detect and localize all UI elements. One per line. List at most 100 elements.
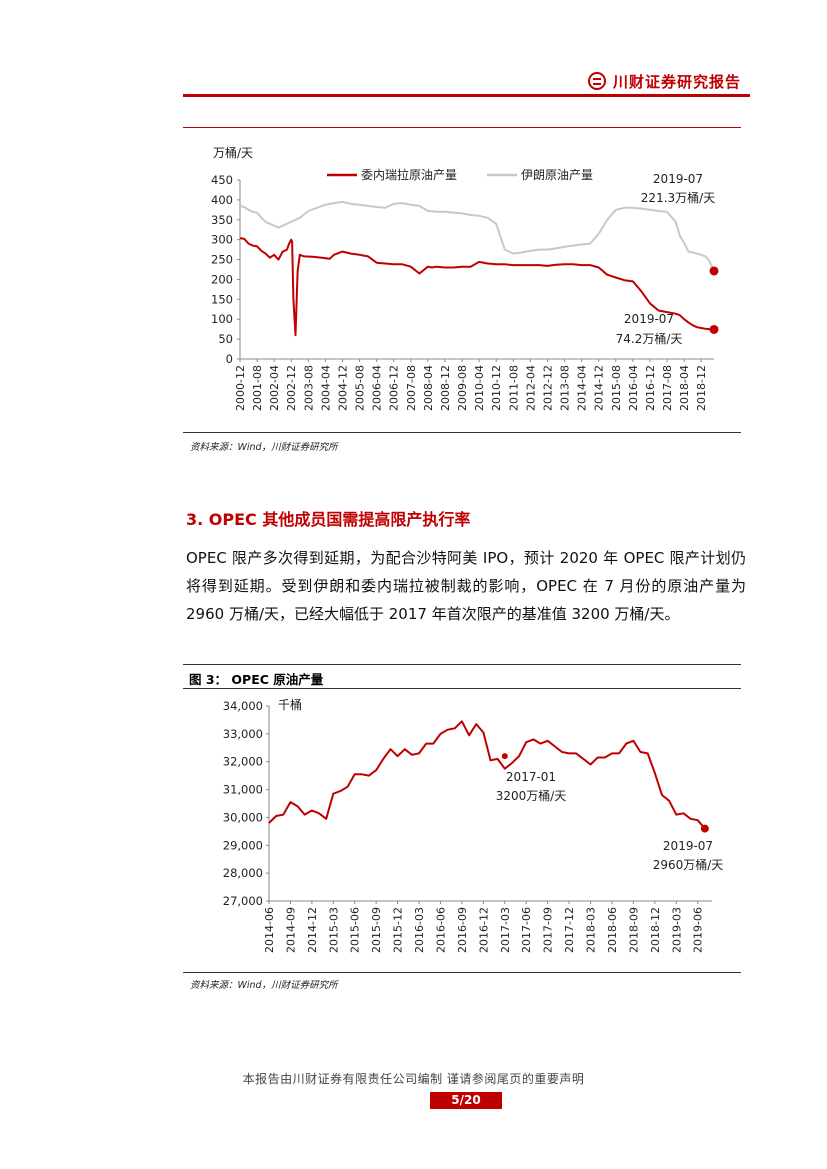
- chart1-venezuela-iran-production: 0 50 100 150 200 250 300 350 400 450 万桶/天 2000-12 20…: [211, 145, 719, 411]
- chart1-series-iran: [239, 200, 715, 272]
- chart1-x-tick-label: 2014-12: [593, 365, 606, 411]
- chart2-x-tick-label: 2015-12: [392, 907, 405, 953]
- chart2-source: 资料来源：Wind，川财证券研究所: [190, 980, 338, 991]
- chart2-y-tick-label: 31,000: [223, 783, 263, 797]
- page-number: 5/20: [430, 1092, 502, 1109]
- chart2-x-tick-label: 2017-03: [499, 907, 512, 953]
- chart1-x-tick-label: 2008-12: [439, 365, 452, 411]
- chart1-x-tick-label: 2016-04: [627, 365, 640, 411]
- chart1-series-venezuela: [239, 237, 715, 337]
- chart1-annotation-venezuela-date: 2019-07: [624, 312, 674, 326]
- chart1-y-tick-label: 100: [211, 312, 233, 326]
- chart1-x-tick-label: 2012-12: [541, 365, 554, 411]
- chart1-x-tick-label: 2017-08: [661, 365, 674, 411]
- header-divider: [183, 94, 750, 97]
- chart2-y-tick-label: 27,000: [223, 894, 263, 908]
- chart1-x-tick-label: 2016-12: [644, 365, 657, 411]
- chart1-annotation-venezuela-value: 74.2万桶/天: [616, 331, 683, 346]
- chart1-y-tick-label: 150: [211, 292, 233, 306]
- chart2-top-rule: [183, 664, 741, 665]
- section-title: 3. OPEC 其他成员国需提高限产执行率: [186, 510, 471, 529]
- chart2-x-tick-label: 2014-06: [263, 907, 276, 953]
- chart1-y-tick-label: 0: [226, 352, 233, 366]
- chart1-bottom-rule: [183, 432, 741, 433]
- chart2-x-tick-label: 2015-03: [327, 907, 340, 953]
- brand-header: 川财证券研究报告: [588, 70, 741, 92]
- chart2-y-tick-label: 34,000: [223, 699, 263, 713]
- chart2-x-tick-label: 2015-09: [370, 907, 383, 953]
- chart2-figure-title: 图 3： OPEC 原油产量: [189, 672, 324, 687]
- chart1-y-tick-label: 450: [211, 173, 233, 187]
- chart2-x-tick-label: 2016-09: [456, 907, 469, 953]
- brand-name: 川财证券研究报告: [613, 72, 742, 91]
- chart1-x-tick-label: 2012-04: [524, 365, 537, 411]
- chart2-x-tick-label: 2016-03: [413, 907, 426, 953]
- chart1-x-tick-label: 2009-08: [456, 365, 469, 411]
- chart2-x-tick-label: 2018-09: [627, 907, 640, 953]
- chart1-legend-iran: 伊朗原油产量: [521, 168, 593, 182]
- chart2-x-tick-label: 2017-09: [542, 907, 555, 953]
- chart2-y-tick-label: 29,000: [223, 838, 263, 852]
- chart2-y-unit-label: 千桶: [278, 697, 302, 712]
- chart2-x-tick-label: 2018-12: [649, 907, 662, 953]
- chart2-y-tick-label: 30,000: [223, 810, 263, 824]
- chart1-y-tick-label: 250: [211, 253, 233, 267]
- chart1-x-tick-label: 2003-08: [302, 365, 315, 411]
- chart2-y-tick-label: 28,000: [223, 866, 263, 880]
- chart2-bottom-rule: [183, 972, 741, 973]
- chart1-y-unit-label: 万桶/天: [213, 145, 253, 160]
- chart1-marker-iran-2019-07: [709, 266, 719, 276]
- chart2-annotation-2017-date: 2017-01: [506, 770, 556, 784]
- chart1-y-tick-label: 400: [211, 193, 233, 207]
- chart1-x-tick-label: 2018-04: [678, 365, 691, 411]
- chart2-marker-2019-07: [700, 824, 709, 833]
- chart1-x-tick-label: 2015-08: [610, 365, 623, 411]
- chart2-x-tick-label: 2018-06: [606, 907, 619, 953]
- chart1-x-tick-label: 2010-12: [490, 365, 503, 411]
- chart1-marker-venezuela-2019-07: [709, 324, 719, 334]
- chart1-x-tick-label: 2008-04: [422, 365, 435, 411]
- chart1-x-tick-label: 2001-08: [251, 365, 264, 411]
- chart2-annotation-2019-value: 2960万桶/天: [653, 857, 724, 872]
- chart2-y-tick-label: 32,000: [223, 755, 263, 769]
- chart1-y-tick-label: 350: [211, 213, 233, 227]
- chart2-x-tick-label: 2014-12: [306, 907, 319, 953]
- chart1-top-rule: [183, 127, 741, 128]
- chart2-x-tick-label: 2016-06: [434, 907, 447, 953]
- chart1-x-tick-label: 2004-12: [336, 365, 349, 411]
- chart1-x-tick-label: 2018-12: [695, 365, 708, 411]
- chart2-x-tick-label: 2014-09: [284, 907, 297, 953]
- chart1-x-tick-label: 2010-04: [473, 365, 486, 411]
- chart2-x-tick-label: 2016-12: [477, 907, 490, 953]
- chart1-x-tick-label: 2006-04: [371, 365, 384, 411]
- brand-logo-icon: [588, 72, 606, 90]
- chart1-y-tick-label: 50: [218, 332, 233, 346]
- chart1-x-tick-label: 2014-04: [576, 365, 589, 411]
- chart1-source: 资料来源：Wind，川财证券研究所: [190, 442, 338, 453]
- chart1-annotation-iran-date: 2019-07: [653, 172, 703, 186]
- chart1-x-tick-label: 2006-12: [388, 365, 401, 411]
- chart2-y-tick-label: 33,000: [223, 727, 263, 741]
- chart1-y-tick-label: 200: [211, 272, 233, 286]
- chart2-marker-2017-01: [501, 753, 508, 760]
- chart2-title-rule: [183, 688, 741, 689]
- chart1-x-tick-label: 2002-12: [285, 365, 298, 411]
- chart1-x-tick-label: 2002-04: [268, 365, 281, 411]
- section-paragraph: OPEC 限产多次得到延期，为配合沙特阿美 IPO，预计 2020 年 OPEC…: [186, 549, 746, 623]
- chart1-x-tick-label: 2011-08: [507, 365, 520, 411]
- chart1-x-tick-label: 2004-04: [319, 365, 332, 411]
- chart1-annotation-iran-value: 221.3万桶/天: [641, 190, 715, 205]
- footer-disclaimer: 本报告由川财证券有限责任公司编制 谨请参阅尾页的重要声明: [242, 1072, 585, 1086]
- chart2-x-tick-label: 2015-06: [349, 907, 362, 953]
- chart1-x-tick-label: 2013-08: [559, 365, 572, 411]
- chart1-legend-venezuela: 委内瑞拉原油产量: [361, 167, 457, 182]
- chart2-x-tick-label: 2019-03: [670, 907, 683, 953]
- chart2-x-tick-label: 2017-12: [563, 907, 576, 953]
- chart1-y-tick-label: 300: [211, 233, 233, 247]
- chart1-x-tick-label: 2007-08: [405, 365, 418, 411]
- chart2-annotation-2017-value: 3200万桶/天: [496, 788, 567, 803]
- chart2-series-opec: [268, 720, 706, 830]
- chart1-x-tick-label: 2000-12: [234, 365, 247, 411]
- chart2-x-tick-label: 2017-06: [520, 907, 533, 953]
- chart2-x-tick-label: 2018-03: [585, 907, 598, 953]
